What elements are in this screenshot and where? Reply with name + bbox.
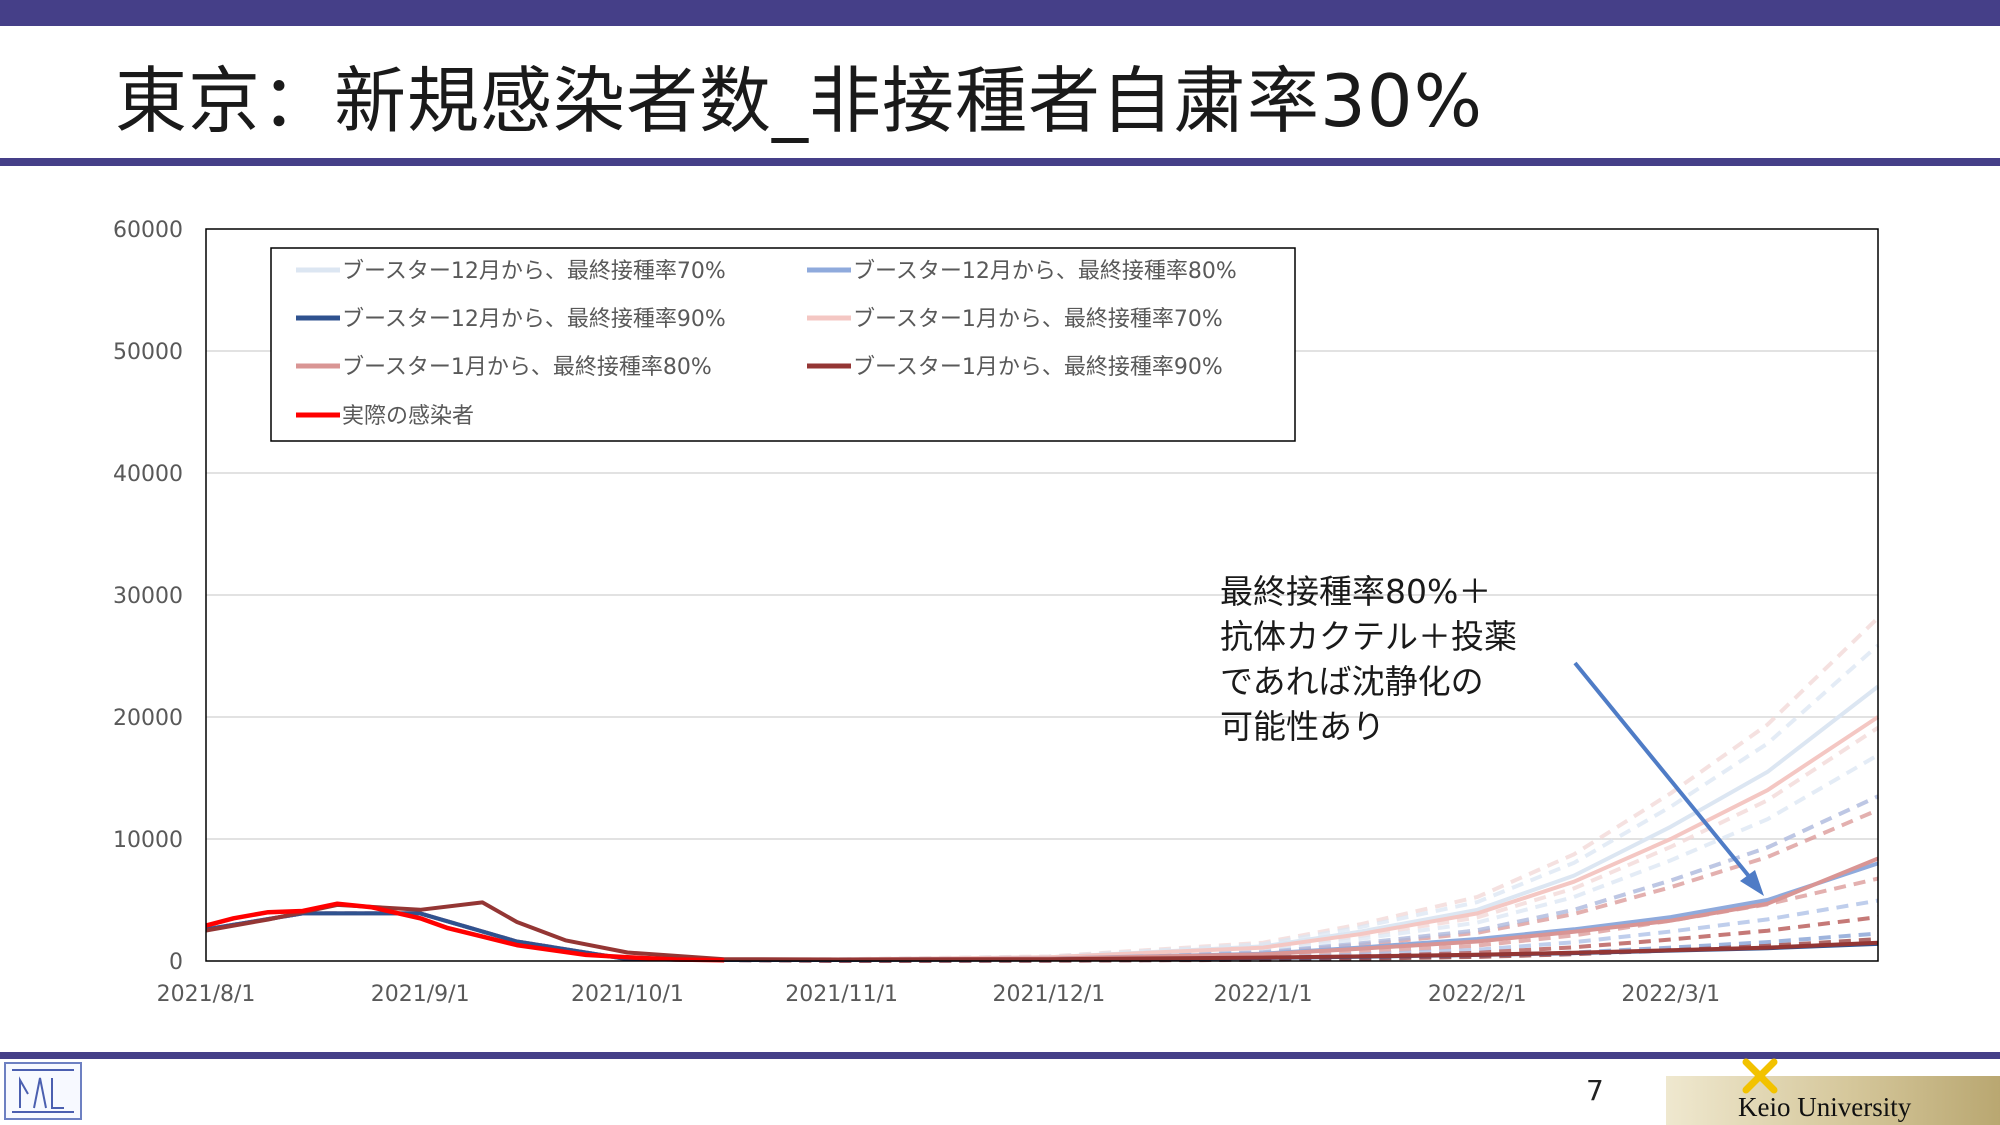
- annotation-text-line: 抗体カクテル＋投薬: [1220, 617, 1517, 656]
- x-tick-label: 2021/8/1: [157, 982, 256, 1007]
- scenario-dashed-line: [205, 643, 1880, 963]
- y-axis-ticks: 60000 50000 40000 30000 20000 10000 0: [113, 218, 183, 975]
- x-tick-label: 2021/9/1: [371, 982, 470, 1007]
- legend-label: ブースター1月から、最終接種率70%: [853, 307, 1223, 332]
- series-line: [205, 901, 725, 963]
- legend-label: ブースター12月から、最終接種率70%: [342, 259, 726, 284]
- legend-label: ブースター12月から、最終接種率80%: [853, 259, 1237, 284]
- plot-frame: [205, 228, 1879, 962]
- y-tick-label: 50000: [113, 340, 183, 365]
- y-tick-label: 10000: [113, 828, 183, 853]
- series-line: [205, 900, 1879, 962]
- annotation-arrowhead: [1740, 870, 1764, 896]
- footer-divider: [0, 1052, 2000, 1059]
- page-number: 7: [1586, 1074, 1604, 1107]
- legend-label: ブースター1月から、最終接種率90%: [853, 355, 1223, 380]
- series-line: [205, 861, 1879, 962]
- line-chart: 60000 50000 40000 30000 20000 10000 0 2021/8/1…: [113, 218, 1880, 1007]
- title-divider: [0, 158, 2000, 166]
- legend-box: [270, 247, 1296, 442]
- page-title: 東京：新規感染者数_非接種者自粛率30%: [115, 59, 1484, 143]
- annotation-text-line: 最終接種率80%＋: [1220, 572, 1491, 611]
- x-tick-label: 2022/3/1: [1621, 982, 1720, 1007]
- annotation-text-line: 可能性あり: [1220, 707, 1385, 746]
- legend-label: ブースター12月から、最終接種率90%: [342, 307, 726, 332]
- y-tick-label: 60000: [113, 218, 183, 243]
- y-tick-label: 30000: [113, 584, 183, 609]
- keio-banner: [1666, 1076, 2000, 1125]
- x-tick-label: 2022/2/1: [1428, 982, 1527, 1007]
- x-tick-label: 2021/10/1: [571, 982, 684, 1007]
- y-tick-label: 40000: [113, 462, 183, 487]
- top-accent-bar: [0, 0, 2000, 26]
- annotation-text-line: であれば沈静化の: [1220, 662, 1484, 701]
- legend: ブースター12月から、最終接種率70% ブースター12月から、最終接種率80% ブー…: [270, 247, 1296, 442]
- annotation-arrow: [1573, 661, 1754, 882]
- x-tick-label: 2021/11/1: [785, 982, 898, 1007]
- keio-university-label: Keio University: [1738, 1092, 1912, 1122]
- legend-label: ブースター1月から、最終接種率80%: [342, 355, 712, 380]
- scenario-dashed-line: [205, 616, 1880, 963]
- x-axis-ticks: 2021/8/1 2021/9/1 2021/10/1 2021/11/1 2021/1…: [157, 982, 1721, 1007]
- y-tick-label: 20000: [113, 706, 183, 731]
- lab-logo-icon: [4, 1062, 82, 1120]
- keio-pen-emblem-icon: [1742, 1058, 1778, 1094]
- x-tick-label: 2022/1/1: [1214, 982, 1313, 1007]
- x-tick-label: 2021/12/1: [993, 982, 1106, 1007]
- legend-label: 実際の感染者: [342, 404, 474, 429]
- scenario-lines: [205, 616, 1880, 963]
- y-tick-label: 0: [169, 950, 183, 975]
